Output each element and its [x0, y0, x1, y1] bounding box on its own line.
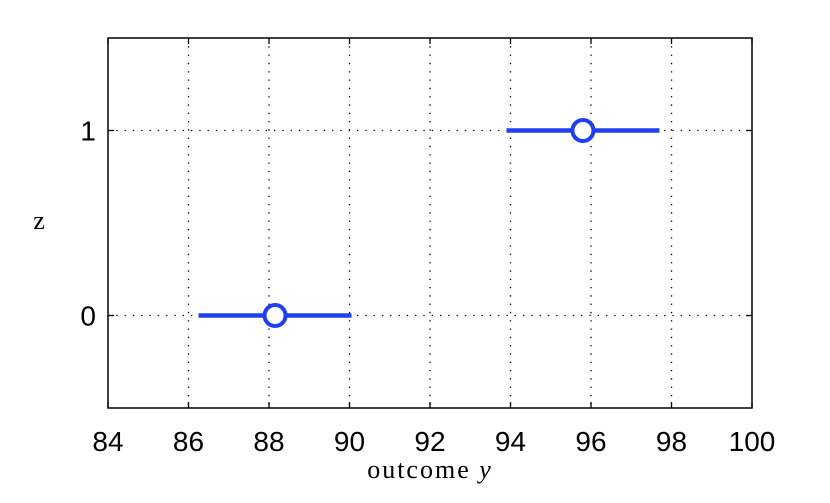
tick-marks [107, 38, 753, 408]
x-tick-label: 86 [173, 426, 204, 457]
estimate-marker [570, 118, 596, 143]
estimate-marker [262, 303, 288, 328]
x-tick-label: 88 [253, 426, 284, 457]
y-tick-labels: 01 [80, 116, 96, 332]
x-tick-label: 96 [575, 426, 606, 457]
x-axis-label-variable: y [476, 455, 493, 484]
x-tick-label: 98 [656, 426, 687, 457]
x-tick-label: 90 [334, 426, 365, 457]
plot-frame [107, 37, 753, 409]
x-tick-label: 84 [92, 426, 123, 457]
x-tick-labels: 84 86 88 90 92 94 96 98 100 [92, 426, 775, 457]
x-axis-label: outcome y [367, 455, 493, 484]
y-axis-label: z [33, 206, 47, 235]
grid [108, 38, 752, 408]
y-tick-label: 1 [80, 116, 96, 147]
y-tick-label: 0 [80, 301, 96, 332]
x-tick-label: 92 [414, 426, 445, 457]
x-tick-label: 100 [729, 426, 776, 457]
x-tick-label: 94 [495, 426, 526, 457]
data-marks [198, 118, 660, 328]
x-axis-label-text: outcome [367, 455, 471, 484]
